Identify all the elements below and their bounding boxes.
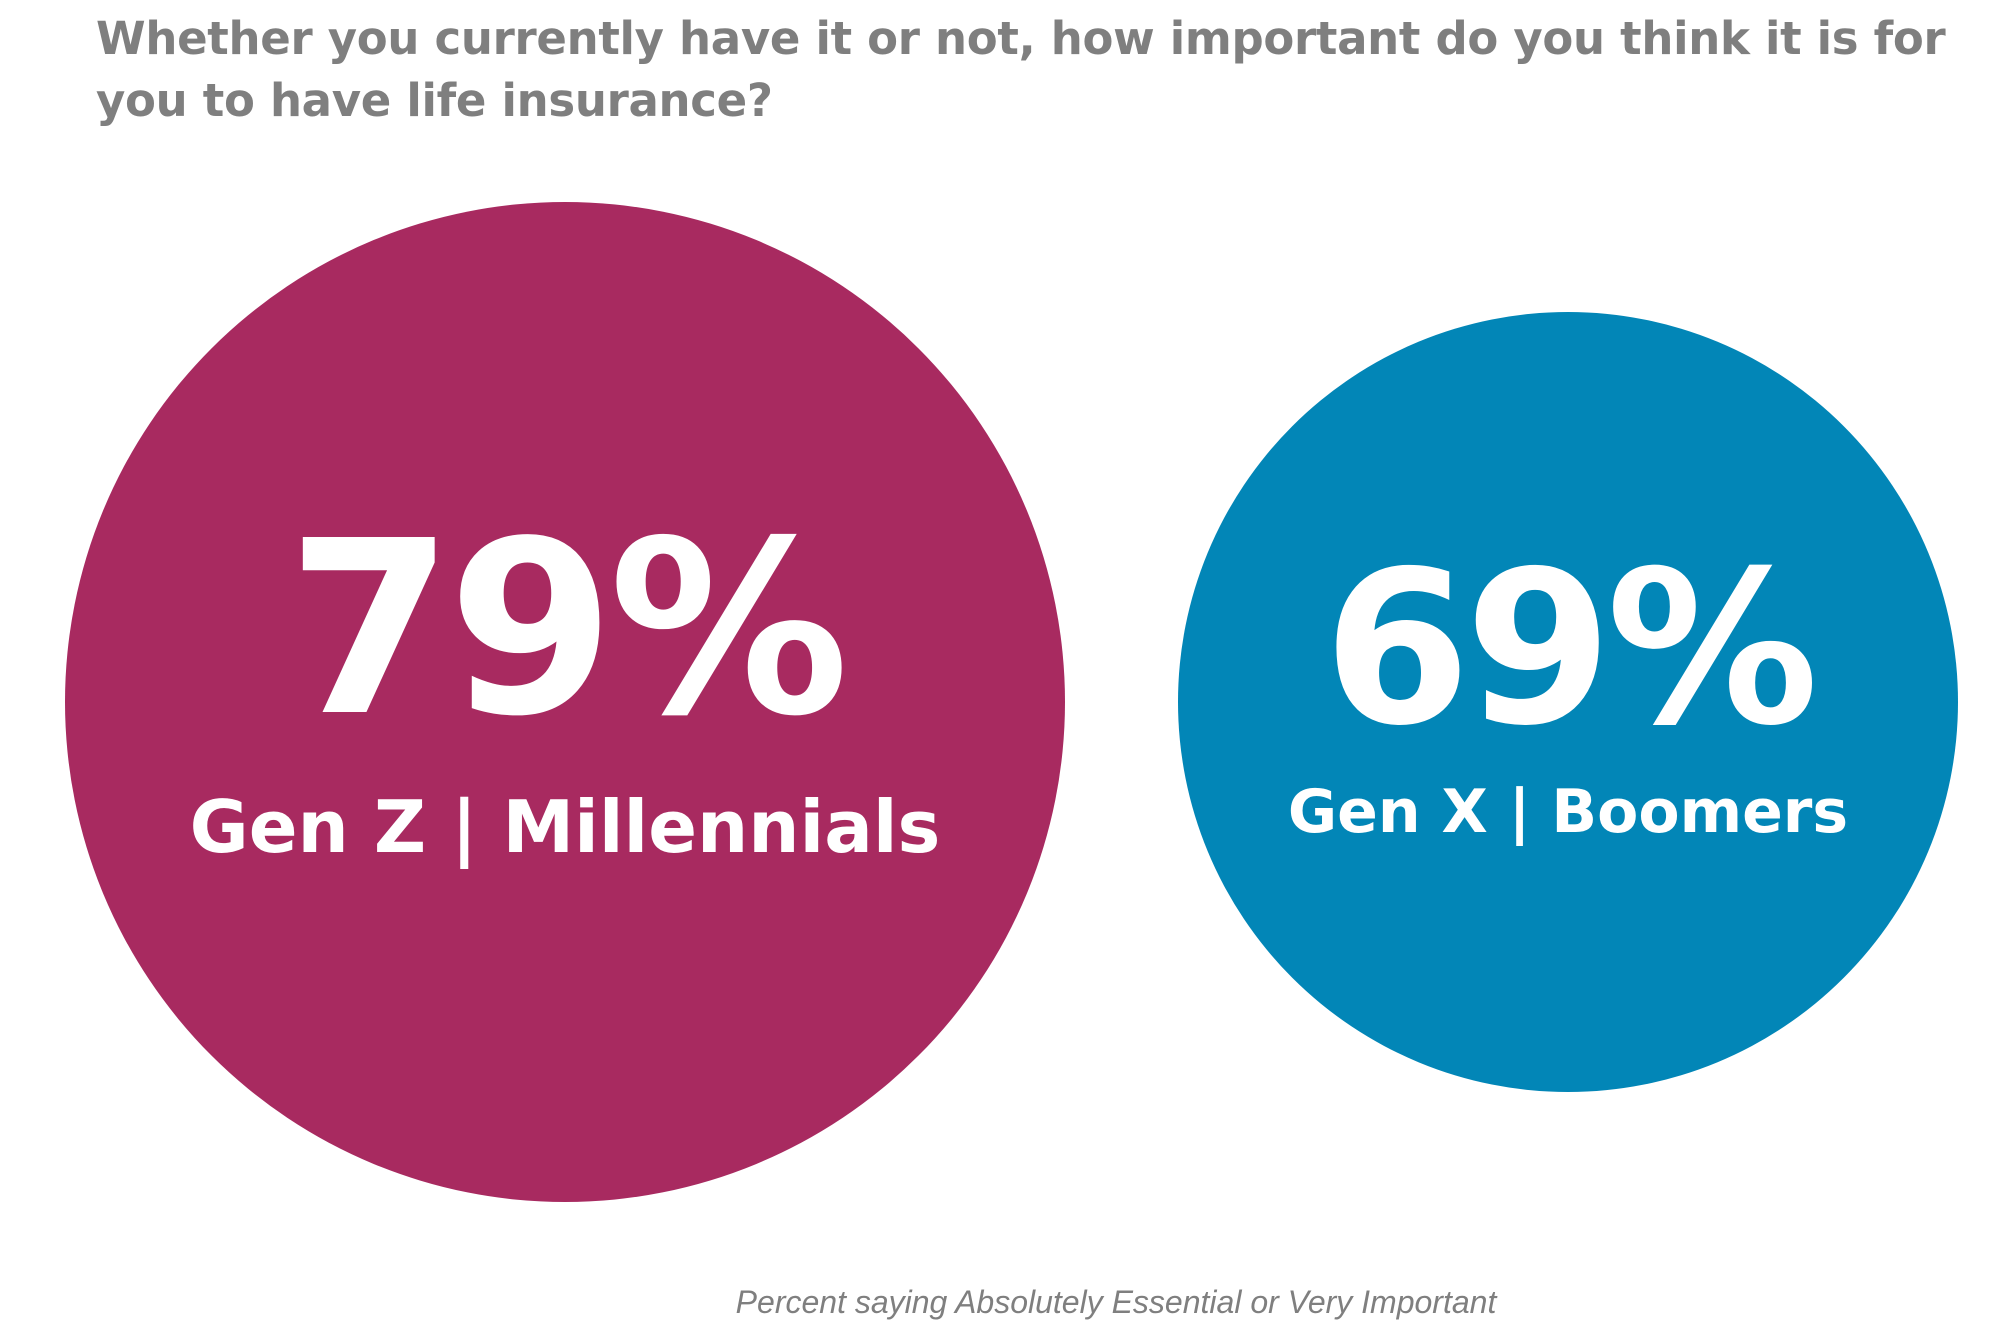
bubble-circle bbox=[65, 202, 1065, 1202]
chart-footnote-text: Percent saying Absolutely Essential or V… bbox=[735, 1284, 1497, 1320]
bubble-category-label: Gen Z | Millennials bbox=[190, 785, 941, 870]
page-title: Whether you currently have it or not, ho… bbox=[96, 12, 1946, 127]
chart-footnote: Percent saying Absolutely Essential or V… bbox=[0, 1284, 2000, 1321]
bubble-category-label: Gen X | Boomers bbox=[1288, 777, 1848, 847]
bubble-value-label: 79% bbox=[287, 489, 843, 769]
bubble-1: 79% Gen Z | Millennials bbox=[65, 202, 1065, 1202]
bubble-value-label: 69% bbox=[1323, 525, 1812, 772]
bubble-circle bbox=[1178, 312, 1958, 1092]
bubble-2: 69%Gen X | Boomers bbox=[1178, 312, 1958, 1092]
